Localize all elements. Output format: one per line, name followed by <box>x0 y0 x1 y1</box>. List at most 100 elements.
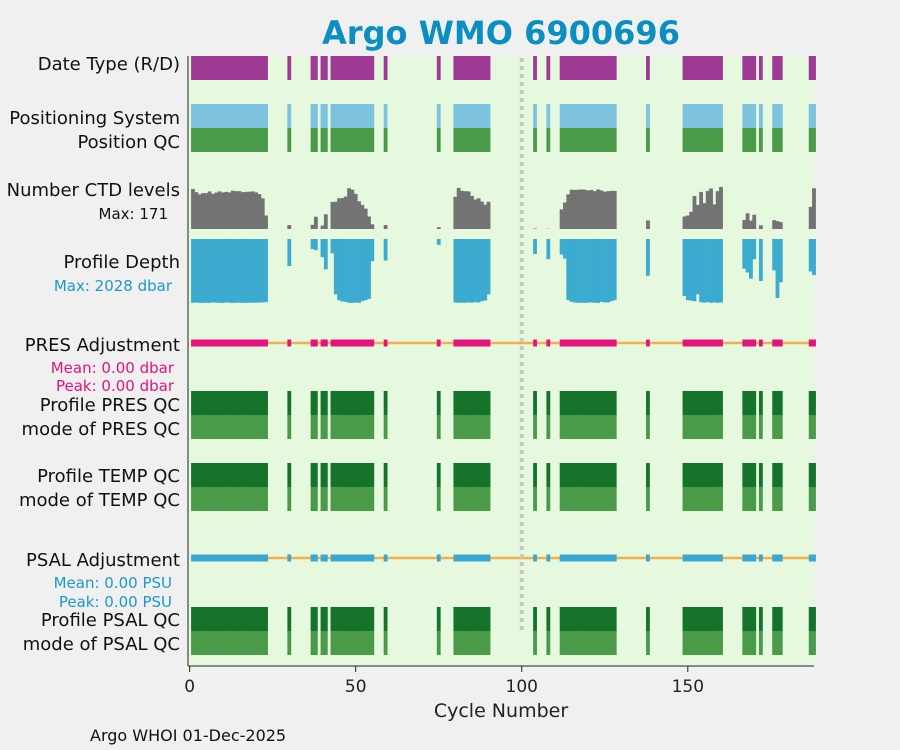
mode-temp-qc-bar <box>227 487 232 511</box>
positioning-system-bar <box>367 104 371 128</box>
profile-temp-qc-bar <box>682 463 687 487</box>
pres-adjustment-mark <box>586 339 591 347</box>
chart-marks <box>191 56 816 655</box>
profile-pres-qc-bar <box>260 391 265 415</box>
mode-temp-qc-bar <box>758 487 763 511</box>
profile-psal-qc-bar <box>330 607 335 631</box>
mode-psal-qc-bar <box>486 631 491 655</box>
mode-temp-qc-bar <box>599 487 604 511</box>
mode-pres-qc-bar <box>486 415 491 439</box>
mode-psal-qc-bar <box>546 631 551 655</box>
position-qc-bar <box>719 128 723 152</box>
pres-adjustment-mark <box>323 339 328 347</box>
profile-depth-bar <box>204 239 209 303</box>
mode-pres-qc-bar <box>234 415 239 439</box>
profile-psal-qc-bar <box>586 607 591 631</box>
profile-psal-qc-bar <box>320 607 325 631</box>
profile-temp-qc-bar <box>775 463 780 487</box>
profile-temp-qc-bar <box>370 463 375 487</box>
psal-adjustment-mark <box>194 554 199 562</box>
psal-adjustment-mark <box>705 554 710 562</box>
mode-pres-qc-bar <box>247 415 252 439</box>
pres-adjustment-mark <box>702 339 707 347</box>
position-qc-bar <box>486 128 491 152</box>
positioning-system-bar <box>483 104 488 128</box>
mode-psal-qc-bar <box>692 631 697 655</box>
mode-pres-qc-bar <box>323 415 328 439</box>
psal-adjustment-mark <box>775 554 780 562</box>
ctd-levels-bar <box>210 193 215 229</box>
psal-adjustment-mark <box>230 554 235 562</box>
mode-temp-qc-bar <box>702 487 707 511</box>
positioning-system-bar <box>197 104 202 128</box>
ctd-levels-bar <box>260 198 265 229</box>
position-qc-bar <box>466 128 471 152</box>
mode-pres-qc-bar <box>569 415 574 439</box>
psal-adjustment-mark <box>576 554 581 562</box>
mode-temp-qc-bar <box>463 487 468 511</box>
label-date-type: Date Type (R/D) <box>38 54 180 75</box>
mode-psal-qc-bar <box>470 631 474 655</box>
pres-adjustment-mark <box>257 339 262 347</box>
profile-pres-qc-bar <box>340 391 345 415</box>
profile-psal-qc-bar <box>463 607 468 631</box>
positioning-system-bar <box>370 104 375 128</box>
profile-temp-qc-bar <box>559 463 564 487</box>
mode-psal-qc-bar <box>320 631 325 655</box>
position-qc-bar <box>217 128 222 152</box>
date-type-bar <box>217 56 222 80</box>
date-type-bar <box>602 56 607 80</box>
profile-pres-qc-bar <box>466 391 471 415</box>
position-qc-bar <box>702 128 707 152</box>
positioning-system-bar <box>566 104 571 128</box>
mode-temp-qc-bar <box>360 487 365 511</box>
profile-temp-qc-bar <box>719 463 723 487</box>
profile-psal-qc-bar <box>778 607 783 631</box>
pres-adjustment-mark <box>712 339 717 347</box>
psal-adjustment-mark <box>582 554 587 562</box>
psal-adjustment-mark <box>563 554 567 562</box>
positioning-system-bar <box>699 104 703 128</box>
x-axis-label: Cycle Number <box>434 700 568 722</box>
position-qc-bar <box>572 128 577 152</box>
profile-temp-qc-bar <box>260 463 265 487</box>
psal-adjustment-mark <box>210 554 215 562</box>
position-qc-bar <box>227 128 232 152</box>
mode-psal-qc-bar <box>533 631 537 655</box>
profile-pres-qc-bar <box>483 391 488 415</box>
profile-pres-qc-bar <box>772 391 777 415</box>
profile-temp-qc-bar <box>363 463 368 487</box>
profile-temp-qc-bar <box>592 463 597 487</box>
position-qc-bar <box>473 128 478 152</box>
pres-adjustment-mark <box>217 339 222 347</box>
mode-pres-qc-bar <box>563 415 567 439</box>
psal-adjustment-mark <box>609 554 614 562</box>
ctd-levels-bar <box>436 227 441 229</box>
mode-pres-qc-bar <box>310 415 315 439</box>
profile-depth-bar <box>599 239 604 302</box>
date-type-bar <box>699 56 703 80</box>
profile-depth-bar <box>473 239 478 303</box>
mode-pres-qc-bar <box>566 415 571 439</box>
mode-pres-qc-bar <box>337 415 342 439</box>
mode-pres-qc-bar <box>695 415 700 439</box>
ctd-levels-bar <box>742 219 747 229</box>
mode-temp-qc-bar <box>692 487 697 511</box>
mode-pres-qc-bar <box>436 415 441 439</box>
pres-adjustment-mark <box>210 339 215 347</box>
psal-adjustment-mark <box>599 554 604 562</box>
profile-pres-qc-bar <box>214 391 219 415</box>
position-qc-bar <box>197 128 202 152</box>
ctd-levels-bar <box>592 191 597 229</box>
psal-adjustment-mark <box>257 554 262 562</box>
pres-adjustment-mark <box>479 339 484 347</box>
mode-pres-qc-bar <box>330 415 335 439</box>
positioning-system-bar <box>201 104 205 128</box>
profile-psal-qc-bar <box>702 607 707 631</box>
psal-adjustment-mark <box>742 554 747 562</box>
pres-adjustment-mark <box>201 339 205 347</box>
profile-psal-qc-bar <box>210 607 215 631</box>
profile-depth-bar <box>712 239 717 303</box>
profile-pres-qc-bar <box>453 391 458 415</box>
position-qc-bar <box>812 128 816 152</box>
